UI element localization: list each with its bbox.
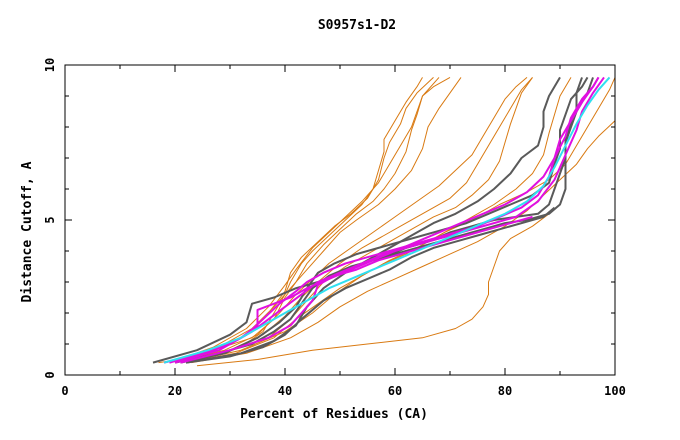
x-tick-label: 80 — [498, 384, 512, 398]
y-tick-label: 10 — [43, 58, 57, 72]
series-layer — [152, 76, 616, 367]
y-tick-label: 5 — [43, 216, 57, 223]
x-tick-label: 0 — [61, 384, 68, 398]
series-line-orange-11 — [191, 120, 616, 364]
x-tick-label: 60 — [388, 384, 402, 398]
x-tick-label: 40 — [278, 384, 292, 398]
x-axis-label: Percent of Residues (CA) — [240, 407, 428, 422]
series-line-orange-5 — [174, 77, 462, 364]
axes-layer: 0 20 40 60 80 100 0 5 10 — [43, 58, 626, 398]
y-axis-label: Distance Cutoff, A — [20, 161, 35, 302]
series-line-orange-3 — [169, 77, 440, 364]
series-line-cyan-1 — [163, 76, 611, 364]
series-line-orange-12 — [196, 213, 550, 367]
series-line-orange-1 — [158, 77, 423, 364]
series-line-magenta-4 — [180, 215, 533, 364]
series-line-gray-5 — [185, 206, 556, 364]
series-line-orange-6 — [174, 77, 528, 364]
x-tick-label: 20 — [168, 384, 182, 398]
series-line-magenta-1 — [163, 76, 605, 364]
chart-title: S0957s1-D2 — [318, 18, 396, 33]
series-line-magenta-2 — [169, 76, 600, 364]
series-line-magenta-3 — [174, 76, 600, 364]
x-tick-label: 100 — [604, 384, 626, 398]
series-line-gray-4 — [185, 76, 561, 364]
y-tick-label: 0 — [43, 371, 57, 378]
